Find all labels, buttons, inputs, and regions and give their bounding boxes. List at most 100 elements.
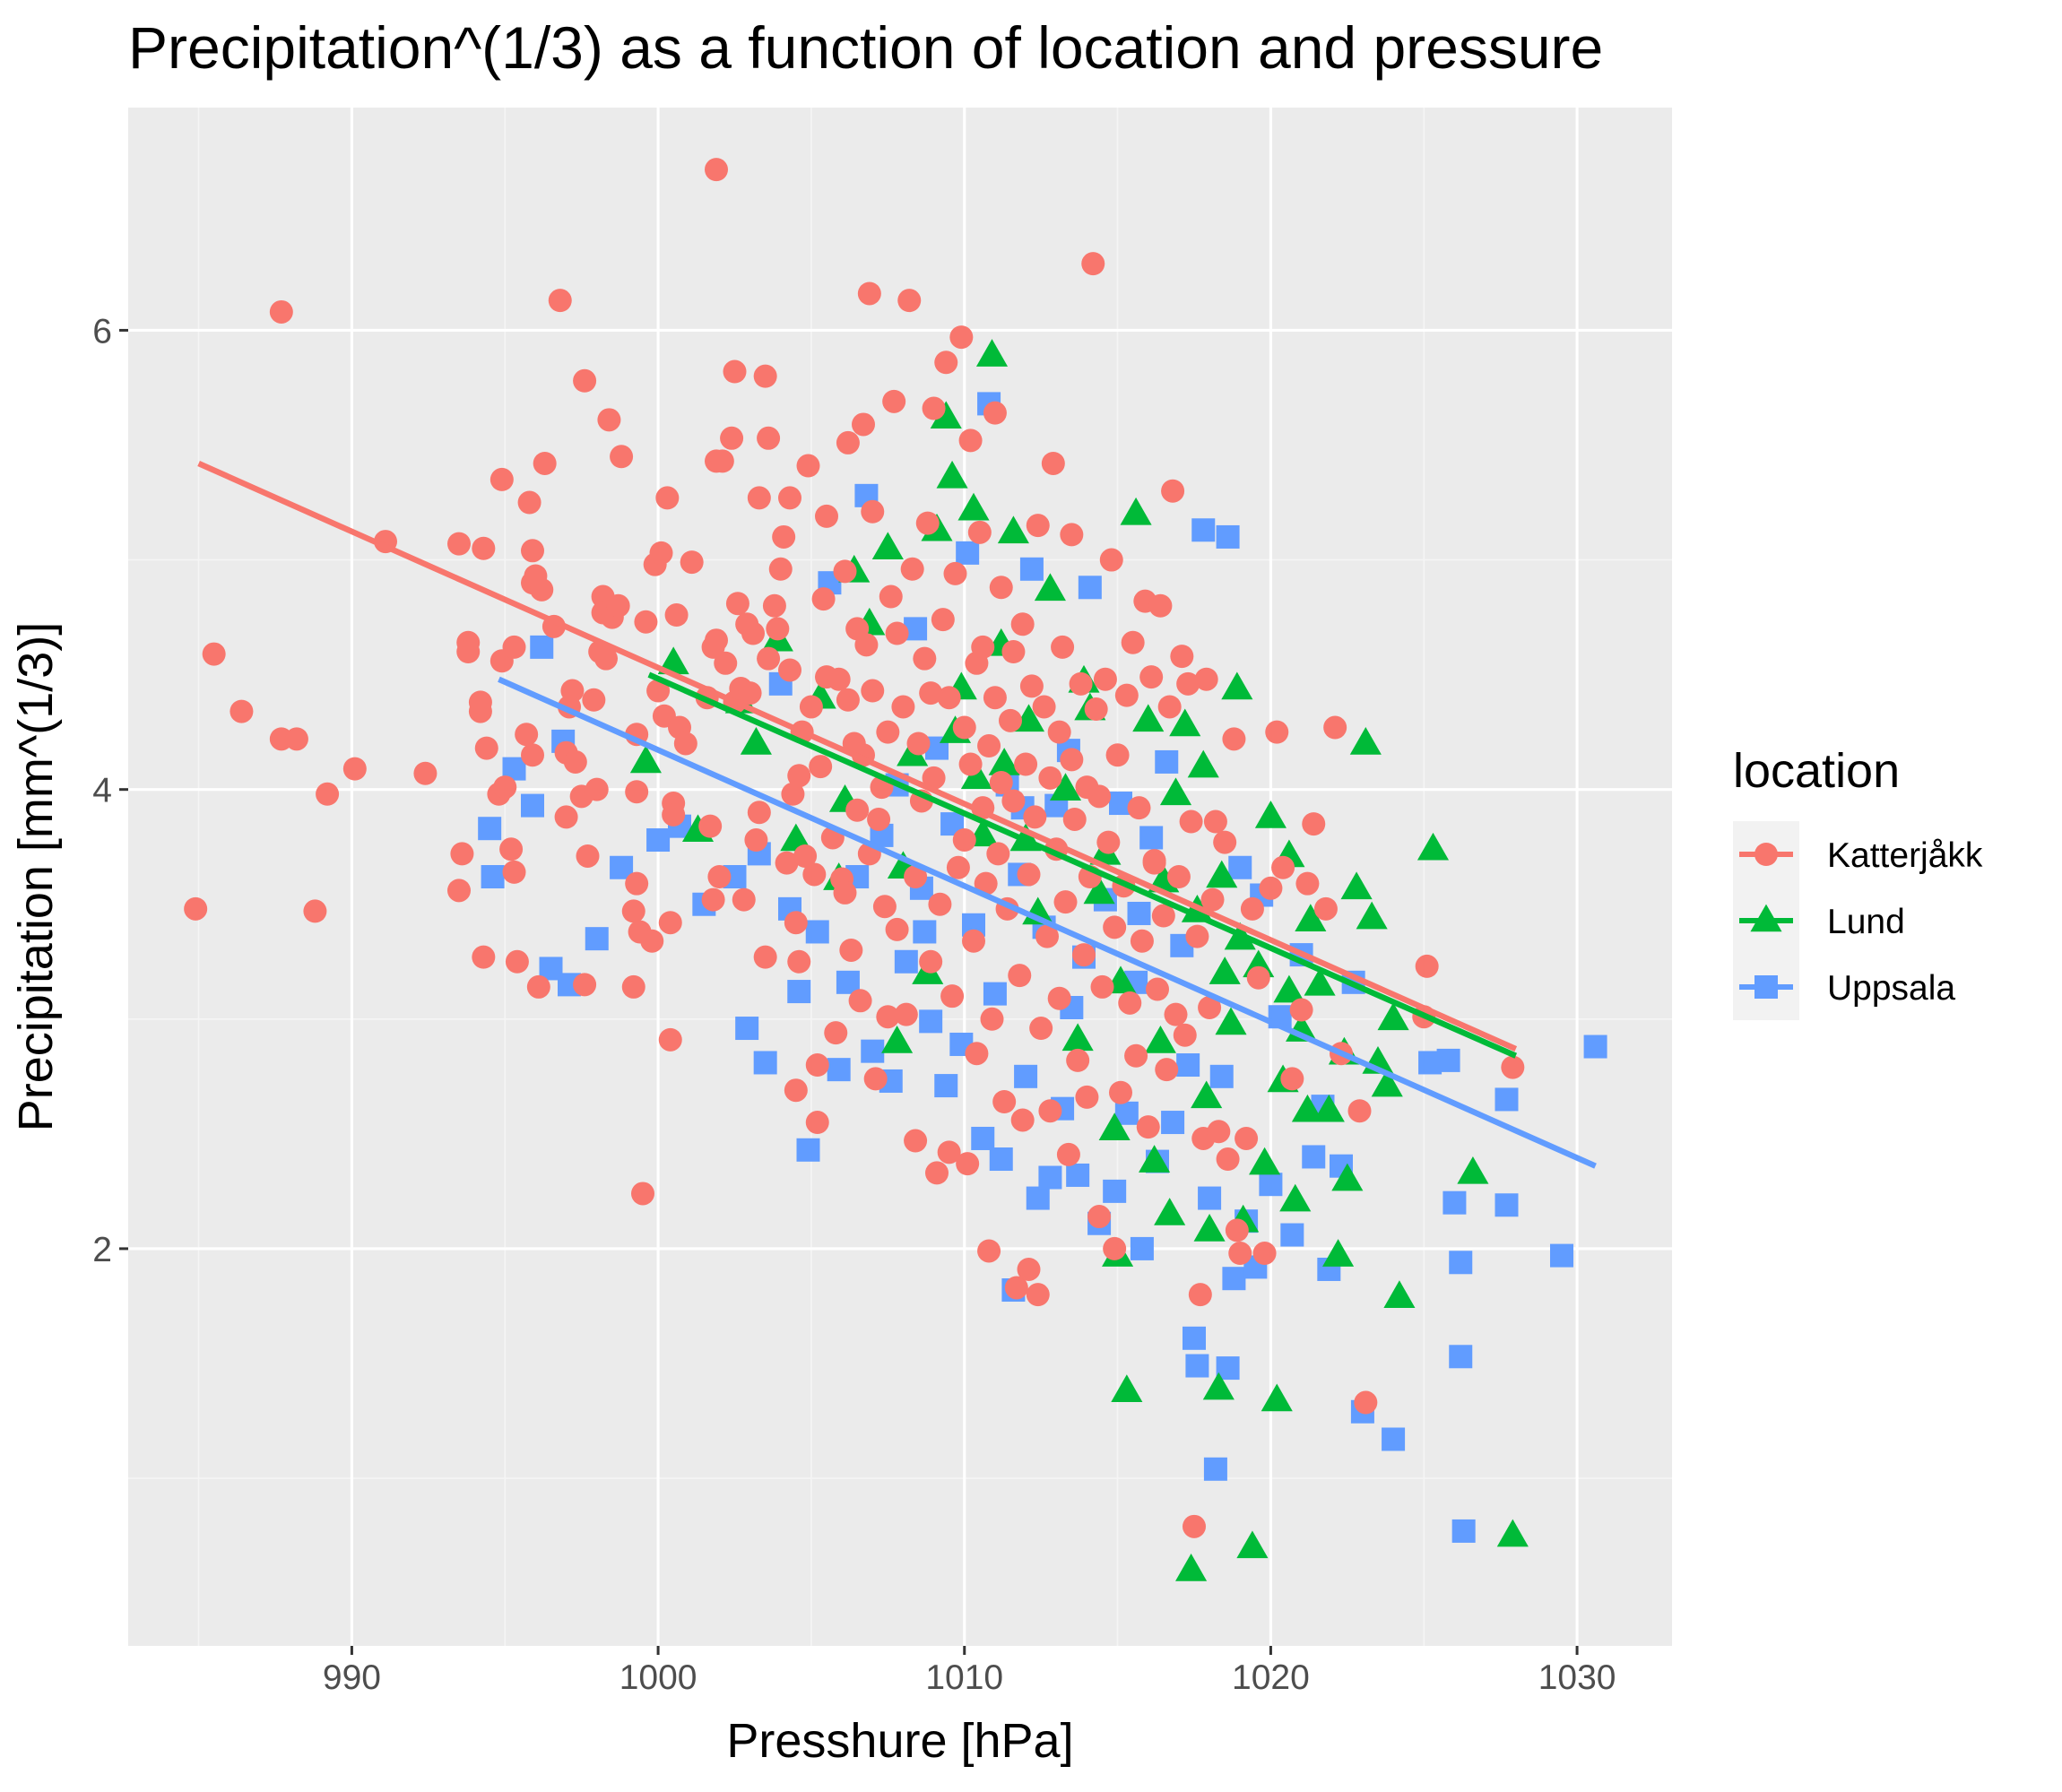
data-point-square	[1026, 1186, 1050, 1210]
data-point-triangle	[1191, 1080, 1223, 1109]
data-point-square	[827, 1058, 851, 1082]
data-point-circle	[1023, 805, 1047, 829]
data-point-circle	[1164, 1002, 1188, 1026]
data-point-circle	[1271, 855, 1295, 879]
data-point-circle	[861, 679, 885, 703]
legend-key-triangle	[1750, 904, 1782, 932]
data-point-circle	[594, 646, 618, 671]
data-point-circle	[1029, 1017, 1053, 1041]
data-point-circle	[848, 989, 872, 1013]
data-point-circle	[447, 532, 471, 556]
data-point-square	[1185, 1354, 1209, 1378]
data-point-circle	[854, 633, 879, 657]
data-point-triangle	[1159, 777, 1192, 806]
data-point-circle	[1240, 896, 1264, 921]
data-point-triangle	[1261, 1383, 1293, 1412]
y-axis-title: Precipitation [mm^(1/3)]	[9, 622, 63, 1132]
data-point-square	[1209, 1064, 1234, 1088]
data-point-circle	[625, 780, 649, 804]
data-point-triangle	[1377, 1002, 1409, 1031]
data-point-circle	[787, 764, 811, 788]
data-point-circle	[1130, 929, 1154, 953]
data-point-circle	[904, 865, 928, 888]
data-point-circle	[989, 576, 1013, 600]
data-point-square	[805, 920, 829, 944]
data-point-circle	[784, 911, 808, 935]
data-point-circle	[658, 911, 682, 935]
data-point-square	[1495, 1193, 1519, 1217]
data-point-circle	[655, 486, 680, 510]
data-point-circle	[1252, 1242, 1277, 1266]
data-point-circle	[1148, 593, 1173, 618]
data-point-triangle	[1215, 1007, 1247, 1035]
data-point-circle	[1026, 1283, 1050, 1307]
data-point-circle	[1200, 887, 1225, 912]
data-point-circle	[956, 1152, 980, 1176]
data-point-circle	[799, 695, 823, 719]
data-point-circle	[876, 1005, 900, 1029]
data-point-triangle	[1273, 974, 1305, 1003]
data-point-square	[1191, 518, 1216, 542]
data-point-circle	[597, 408, 621, 432]
data-point-circle	[891, 695, 915, 719]
data-point-circle	[1121, 630, 1145, 654]
data-point-circle	[284, 727, 308, 751]
data-point-circle	[698, 814, 723, 838]
data-point-circle	[738, 681, 762, 706]
data-point-triangle	[1221, 671, 1253, 700]
data-point-circle	[1173, 1023, 1197, 1047]
data-point-circle	[1109, 1080, 1132, 1104]
data-point-square	[1078, 576, 1102, 600]
data-point-circle	[781, 782, 805, 806]
data-point-circle	[986, 842, 1010, 866]
data-point-triangle	[1049, 773, 1082, 801]
y-axis-ticks: 2 4 6	[92, 312, 128, 1269]
data-point-circle	[184, 896, 208, 921]
data-point-circle	[1105, 743, 1130, 767]
data-point-circle	[1118, 991, 1142, 1015]
data-point-square	[1198, 1186, 1222, 1210]
data-point-circle	[490, 467, 514, 491]
data-point-circle	[560, 679, 585, 703]
data-point-triangle	[1331, 1163, 1364, 1191]
data-point-square	[1155, 749, 1179, 774]
data-point-square	[1216, 524, 1240, 549]
data-point-circle	[610, 445, 634, 469]
data-point-circle	[1136, 1115, 1160, 1139]
data-point-triangle	[1291, 1094, 1323, 1122]
data-point-circle	[778, 658, 801, 682]
data-point-square	[1449, 1251, 1473, 1275]
data-point-square	[956, 541, 980, 565]
data-point-triangle	[1340, 871, 1373, 900]
data-point-triangle	[1202, 1372, 1235, 1400]
x-axis-title: Presshure [hPa]	[726, 1714, 1073, 1768]
data-point-square	[971, 1126, 995, 1150]
data-point-circle	[646, 679, 671, 703]
data-point-circle	[897, 289, 922, 313]
data-point-square	[1495, 1087, 1519, 1112]
x-axis-ticks: 990 1000 1010 1020 1030	[323, 1646, 1616, 1697]
data-point-circle	[1166, 865, 1191, 888]
data-point-triangle	[1206, 860, 1238, 888]
data-point-square	[1302, 1145, 1326, 1169]
data-point-circle	[757, 426, 781, 450]
data-point-circle	[1188, 1283, 1212, 1307]
data-point-triangle	[1279, 1183, 1312, 1212]
data-point-circle	[413, 761, 438, 785]
data-point-square	[1019, 557, 1044, 581]
data-point-circle	[1056, 1142, 1080, 1166]
data-point-triangle	[1120, 497, 1152, 525]
data-point-circle	[904, 1129, 928, 1153]
data-point-circle	[757, 646, 781, 671]
data-point-circle	[852, 412, 875, 437]
data-point-circle	[974, 871, 998, 896]
data-point-circle	[925, 1161, 949, 1185]
data-point-triangle	[1254, 800, 1287, 828]
data-points	[184, 158, 1607, 1581]
data-point-circle	[521, 743, 544, 767]
data-point-circle	[664, 603, 689, 628]
data-point-circle	[931, 608, 955, 632]
data-point-circle	[732, 887, 756, 912]
data-point-circle	[943, 561, 967, 585]
